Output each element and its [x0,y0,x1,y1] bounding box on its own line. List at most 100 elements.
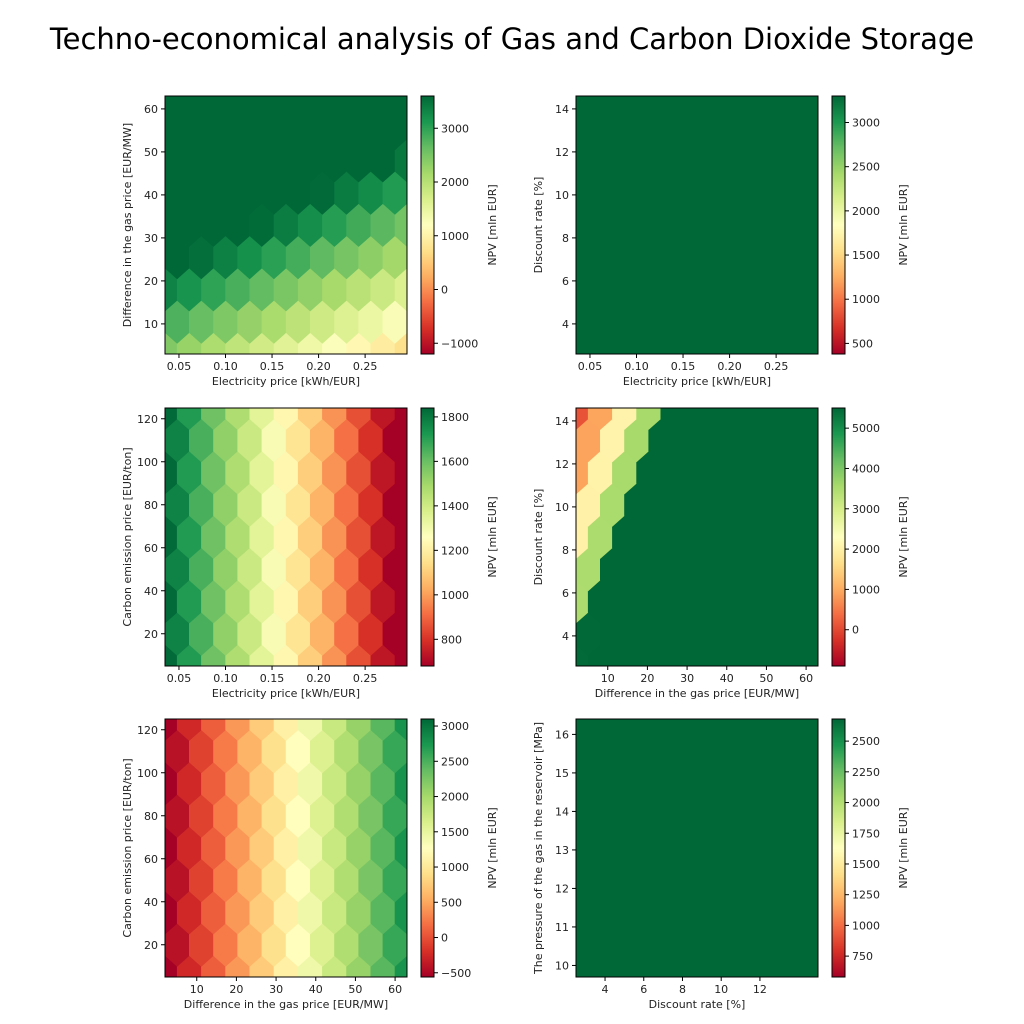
hex-cell [165,644,178,666]
hex-cell [648,299,673,344]
hex-cell [165,761,178,806]
x-tick-label: 0.05 [167,360,192,373]
colorbar [420,718,435,978]
y-tick-label: 50 [144,146,158,159]
hex-cell [660,96,686,118]
hex-cell [576,579,589,624]
hex-cell [576,955,589,977]
hex-cell [334,547,359,592]
hex-cell [805,826,818,870]
hex-cell [201,515,226,559]
hex-cell [370,96,396,118]
hex-cell [708,267,734,312]
hex-cell [708,203,734,247]
hex-cell [176,96,202,118]
hex-cell [540,644,565,688]
colorbar-tick-label: 2000 [441,176,469,189]
y-tick-label: 20 [144,939,158,952]
hex-cell [745,793,770,838]
hex-cell [176,890,202,935]
hex-cell [769,858,794,903]
colorbar-tick-label: −500 [441,967,471,980]
y-tick-label: 16 [555,728,569,741]
hex-cell [297,515,323,559]
colorbar-tick-label: 2250 [852,766,880,779]
hex-cell [757,267,782,312]
hex-cell [721,793,746,838]
hex-cell [165,332,178,354]
hex-cell [176,138,202,183]
hex-cell [745,106,770,151]
hex-cell [576,299,601,344]
hex-cell [394,203,407,247]
hex-cell [334,106,359,151]
hex-cell [672,482,698,527]
hex-cell [757,408,782,430]
hex-cell [600,170,625,215]
hex-cell [612,761,637,806]
hex-cell [745,858,770,903]
hex-cell [165,858,190,903]
hex-cell [696,611,722,656]
hex-cell [370,450,396,495]
colorbar-label: NPV [mln EUR] [486,184,499,265]
hex-cell [273,515,299,559]
colorbar-tick-label: 1750 [852,827,880,840]
hex-cell [684,719,710,741]
y-tick-label: 14 [555,415,569,428]
hex-cell [793,106,818,151]
x-axis-label: Difference in the gas price [EUR/MW] [595,687,799,700]
colorbar [420,95,435,355]
hex-cell [297,203,323,247]
hex-cell [334,299,359,344]
hex-cell [370,761,396,806]
colorbar-label: NPV [mln EUR] [897,184,910,265]
hex-cell [285,729,311,774]
hex-cell [310,418,335,463]
hex-cell [273,890,299,935]
hex-cell [733,761,758,806]
hex-cell [285,922,311,967]
x-tick-label: 6 [640,983,647,996]
y-tick-label: 100 [137,456,158,469]
hex-cell [394,579,407,624]
y-tick-label: 12 [555,882,569,895]
hex-cell [370,579,396,624]
subplot-npv-gas-price-vs-carbon-price: 10 20 30 40 50 60 20 40 60 80 100 120 Difference in … [121,718,499,1011]
hex-cell [612,515,637,559]
hex-cell [624,170,649,215]
hex-cell [370,826,396,870]
hex-cell [237,793,262,838]
hex-cell [612,267,637,312]
y-tick-label: 10 [555,501,569,514]
hex-cell [129,644,154,688]
hex-cell [600,922,625,967]
hex-cell [285,547,311,592]
hex-cell [769,922,794,967]
hex-cell [745,299,770,344]
hex-cell [310,922,335,967]
hex-cell [370,267,396,312]
hex-cell [708,579,734,624]
hexbin-cells [540,408,818,688]
hex-cell [600,235,625,280]
hex-cell [249,450,275,495]
hex-cell [165,96,178,118]
hex-cell [129,955,154,999]
hex-cell [660,826,686,870]
hex-cell [201,267,226,312]
hex-cell [165,235,190,280]
colorbar-tick-label: 500 [852,337,873,350]
hex-cell [600,106,625,151]
hex-cell [805,579,818,624]
hex-cell [624,611,649,656]
hex-cell [201,450,226,495]
hex-cell [781,761,807,806]
hex-cell [382,858,407,903]
hex-cell [576,515,589,559]
hex-cell [733,719,758,741]
hex-cell [696,858,722,903]
hex-cell [587,890,613,935]
hex-cell [793,418,818,463]
x-tick-label: 4 [602,983,609,996]
